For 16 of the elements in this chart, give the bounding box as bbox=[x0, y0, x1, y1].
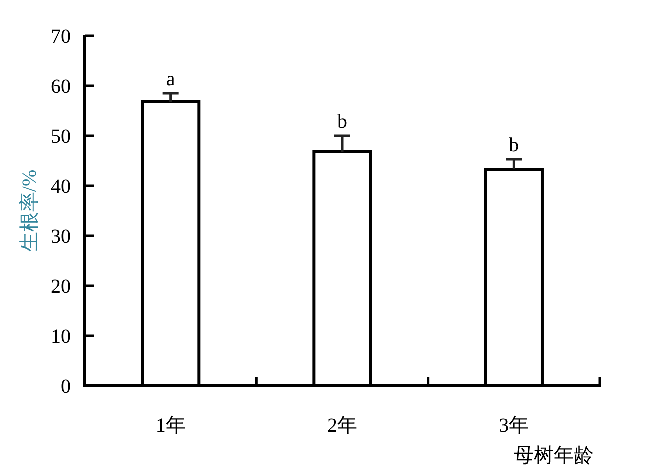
x-tick-label: 3年 bbox=[499, 415, 530, 437]
x-axis-title: 母树年龄 bbox=[514, 445, 594, 467]
y-tick-label: 60 bbox=[51, 76, 71, 98]
y-tick-label: 10 bbox=[51, 326, 71, 348]
y-tick-label: 50 bbox=[51, 126, 71, 148]
annotation: b bbox=[338, 111, 348, 133]
x-tick-label: 1年 bbox=[156, 415, 186, 437]
y-tick-label: 0 bbox=[61, 376, 71, 398]
y-tick-label: 70 bbox=[51, 26, 71, 48]
y-tick-label: 30 bbox=[51, 226, 71, 248]
y-tick-label: 20 bbox=[51, 276, 71, 298]
x-tick-label: 2年 bbox=[328, 415, 358, 437]
annotation: a bbox=[166, 68, 176, 90]
y-tick-label: 40 bbox=[51, 176, 71, 198]
annotation: b bbox=[509, 134, 520, 156]
y-axis-title: 生根率/% bbox=[19, 170, 41, 252]
